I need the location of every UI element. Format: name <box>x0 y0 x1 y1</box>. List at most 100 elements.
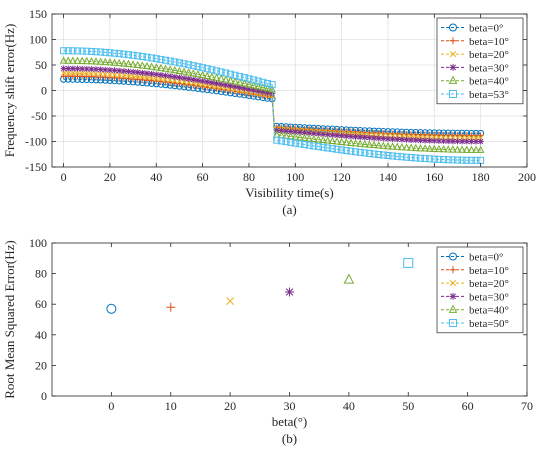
data-point <box>380 135 387 142</box>
data-point <box>162 76 169 83</box>
x-tick-label: 60 <box>462 399 474 413</box>
data-point <box>296 140 304 148</box>
data-point <box>473 138 480 145</box>
data-point <box>235 78 244 86</box>
data-point <box>463 138 470 145</box>
data-point <box>411 143 420 152</box>
data-point <box>440 156 448 164</box>
legend-marker <box>448 75 458 84</box>
data-point <box>287 138 295 146</box>
data-point <box>106 303 117 314</box>
data-point <box>212 73 221 81</box>
data-point <box>287 128 294 135</box>
data-point <box>189 62 197 70</box>
data-point <box>110 58 119 66</box>
data-point <box>148 70 155 77</box>
data-point <box>74 65 81 72</box>
legend-label: beta=50° <box>469 318 509 330</box>
data-point <box>203 71 212 79</box>
data-point <box>347 138 355 146</box>
ticks-b: 0 10 20 30 40 50 60 70 0 20 40 60 80 100 <box>29 236 533 413</box>
data-point <box>64 56 73 64</box>
legend-box <box>436 246 524 334</box>
series-4 <box>343 273 355 284</box>
data-point <box>189 69 198 77</box>
data-point <box>305 141 313 149</box>
data-point <box>60 70 67 76</box>
data-point <box>101 48 109 56</box>
data-point <box>259 88 266 95</box>
data-point <box>208 72 216 80</box>
data-point <box>78 56 86 64</box>
data-point <box>277 137 285 145</box>
ticks-a: 0 20 40 60 80 100 120 140 160 180 200 -150 -100 -50 0 5… <box>25 7 536 184</box>
y-tick-label: 100 <box>29 236 47 250</box>
data-point <box>97 48 105 56</box>
y-tick-label: 20 <box>35 358 47 372</box>
data-point <box>250 87 257 94</box>
data-point <box>181 75 188 82</box>
y-tick-label: -100 <box>25 135 47 149</box>
data-point <box>342 138 351 146</box>
data-point <box>60 65 67 72</box>
data-point <box>351 139 360 147</box>
data-point <box>352 148 360 156</box>
data-point <box>121 72 127 79</box>
data-point <box>111 72 118 78</box>
data-point <box>120 59 128 67</box>
x-tick-label: 160 <box>425 170 443 184</box>
legend-marker <box>449 266 457 274</box>
x-tick-label: 70 <box>521 399 533 413</box>
data-point <box>338 132 345 139</box>
data-point <box>430 144 439 152</box>
data-point <box>120 68 127 75</box>
data-point <box>152 55 160 63</box>
data-point <box>343 133 350 140</box>
legend-label: beta=53° <box>469 89 509 101</box>
data-point <box>73 47 81 55</box>
data-point <box>79 65 86 72</box>
data-point <box>161 64 170 72</box>
data-point <box>232 83 239 90</box>
y-tick-label: 80 <box>35 267 47 281</box>
data-point <box>217 68 225 76</box>
data-point <box>213 67 221 75</box>
x-tick-label: 40 <box>343 399 355 413</box>
legend-label: beta=10° <box>469 265 509 277</box>
legend-label: beta=40° <box>469 76 509 88</box>
data-point <box>305 134 314 142</box>
data-point <box>69 56 77 64</box>
data-point <box>171 58 179 66</box>
data-point <box>138 53 146 61</box>
data-point <box>185 75 192 82</box>
data-point <box>218 81 225 88</box>
data-point <box>106 67 113 74</box>
data-point <box>153 75 160 82</box>
series-1 <box>60 73 484 139</box>
data-point <box>467 145 476 153</box>
data-point <box>278 127 285 134</box>
data-point <box>458 156 466 164</box>
data-point <box>361 149 369 157</box>
data-point <box>240 74 248 82</box>
data-point <box>194 63 202 71</box>
data-point <box>143 61 151 70</box>
data-point <box>453 156 461 164</box>
data-point <box>365 140 374 148</box>
data-point <box>394 136 401 143</box>
data-point <box>226 76 235 84</box>
data-point <box>102 71 109 78</box>
legend-a: beta=0°beta=10°beta=20°beta=30° beta=40°b… <box>436 17 524 105</box>
data-point <box>88 70 95 77</box>
legend-label: beta=40° <box>469 305 509 317</box>
data-point <box>463 156 471 164</box>
data-point <box>421 144 429 152</box>
data-point <box>444 156 452 164</box>
data-point <box>204 78 211 85</box>
data-point <box>129 51 137 59</box>
series-5 <box>60 47 485 164</box>
data-point <box>403 257 414 268</box>
data-point <box>78 47 86 55</box>
data-point <box>158 76 164 82</box>
data-point <box>292 129 299 136</box>
